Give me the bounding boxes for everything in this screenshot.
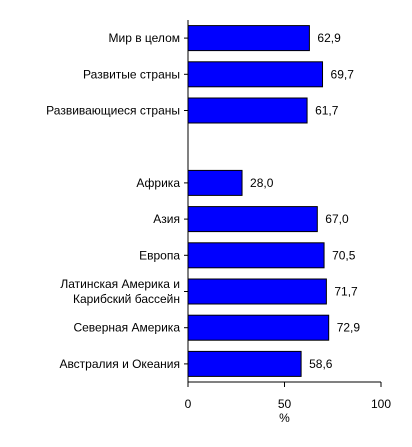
- category-label-line: Европа: [139, 248, 180, 262]
- category-label: Северная Америка: [73, 321, 180, 335]
- value-label: 70,5: [332, 248, 356, 262]
- category-label: Африка: [136, 176, 180, 190]
- bar: [187, 278, 327, 305]
- bar: [187, 314, 330, 341]
- category-label: Европа: [139, 248, 180, 262]
- bar: [187, 350, 302, 377]
- value-label: 28,0: [250, 176, 274, 190]
- category-label-line: Африка: [136, 176, 180, 190]
- category-label-line: Развитые страны: [83, 67, 180, 81]
- bar: [187, 25, 310, 52]
- value-label: 62,9: [317, 31, 341, 45]
- bar: [187, 206, 318, 233]
- category-label: Мир в целом: [109, 31, 181, 45]
- bar: [187, 61, 324, 88]
- category-label: Латинская Америка и Карибский бассейн: [60, 277, 180, 306]
- category-label-line: Северная Америка: [73, 321, 180, 335]
- category-label-line: Австралия и Океания: [59, 357, 180, 371]
- category-label-line: Азия: [153, 212, 180, 226]
- value-label: 72,9: [337, 321, 361, 335]
- bar: [187, 97, 308, 124]
- value-label: 58,6: [309, 357, 333, 371]
- value-label: 69,7: [331, 67, 355, 81]
- category-label-line: Карибский бассейн: [73, 292, 180, 306]
- x-tick-label: 0: [185, 397, 192, 411]
- category-label: Развивающиеся страны: [46, 104, 180, 118]
- x-tick-label: 50: [278, 397, 292, 411]
- category-label: Азия: [153, 212, 180, 226]
- category-label: Австралия и Океания: [59, 357, 180, 371]
- value-label: 61,7: [315, 104, 339, 118]
- category-label-line: Развивающиеся страны: [46, 104, 180, 118]
- value-label: 67,0: [325, 212, 349, 226]
- category-label-line: Мир в целом: [109, 31, 181, 45]
- value-label: 71,7: [334, 285, 358, 299]
- category-label-line: Латинская Америка и: [60, 277, 180, 291]
- category-label: Развитые страны: [83, 67, 180, 81]
- x-axis-title: %: [279, 411, 290, 425]
- bar: [187, 242, 325, 269]
- ticks-group: 0 50 100: [184, 37, 391, 411]
- bars-group: Мир в целом 62,9 Развитые страны 69,7 Развив…: [46, 25, 361, 377]
- bar: [187, 169, 243, 196]
- x-tick-label: 100: [371, 397, 391, 411]
